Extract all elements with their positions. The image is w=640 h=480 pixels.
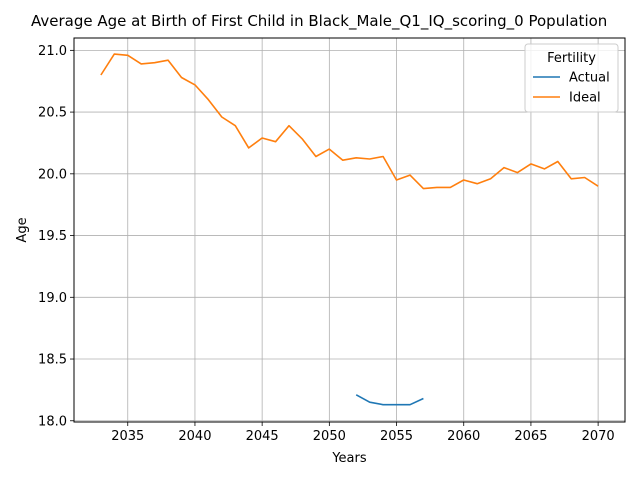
y-tick-label: 18.0: [38, 414, 67, 429]
x-tick-label: 2055: [380, 429, 413, 444]
x-tick-label: 2070: [582, 429, 615, 444]
x-tick-label: 2060: [447, 429, 480, 444]
series-line-ideal: [100, 53, 599, 190]
y-tick-label: 20.5: [38, 106, 67, 121]
y-tick-label: 20.0: [38, 167, 67, 182]
y-tick-label: 19.0: [38, 291, 67, 306]
x-axis-ticks: 2035 2040 2045 2050 2055 2060 2065 2070: [111, 422, 615, 444]
y-axis-ticks: 18.0 18.5 19.0 19.5 20.0 20.5 21.0: [38, 44, 74, 429]
legend-label-actual: Actual: [569, 71, 610, 86]
y-axis-label: Age: [15, 217, 30, 242]
x-tick-label: 2065: [514, 429, 547, 444]
series-layer: [100, 53, 599, 406]
x-tick-label: 2040: [178, 429, 211, 444]
y-tick-label: 19.5: [38, 229, 67, 244]
legend: Fertility Actual Ideal: [524, 43, 619, 113]
legend-title: Fertility: [547, 51, 596, 66]
series-line-actual: [355, 394, 424, 406]
chart-title: Average Age at Birth of First Child in B…: [31, 12, 607, 31]
y-tick-label: 18.5: [38, 353, 67, 368]
x-axis-label: Years: [331, 451, 367, 466]
x-tick-label: 2035: [111, 429, 144, 444]
plot-frame: [73, 37, 626, 423]
legend-box: [524, 43, 619, 113]
x-tick-label: 2045: [246, 429, 279, 444]
y-tick-label: 21.0: [38, 44, 67, 59]
x-tick-label: 2050: [313, 429, 346, 444]
legend-label-ideal: Ideal: [569, 91, 601, 106]
